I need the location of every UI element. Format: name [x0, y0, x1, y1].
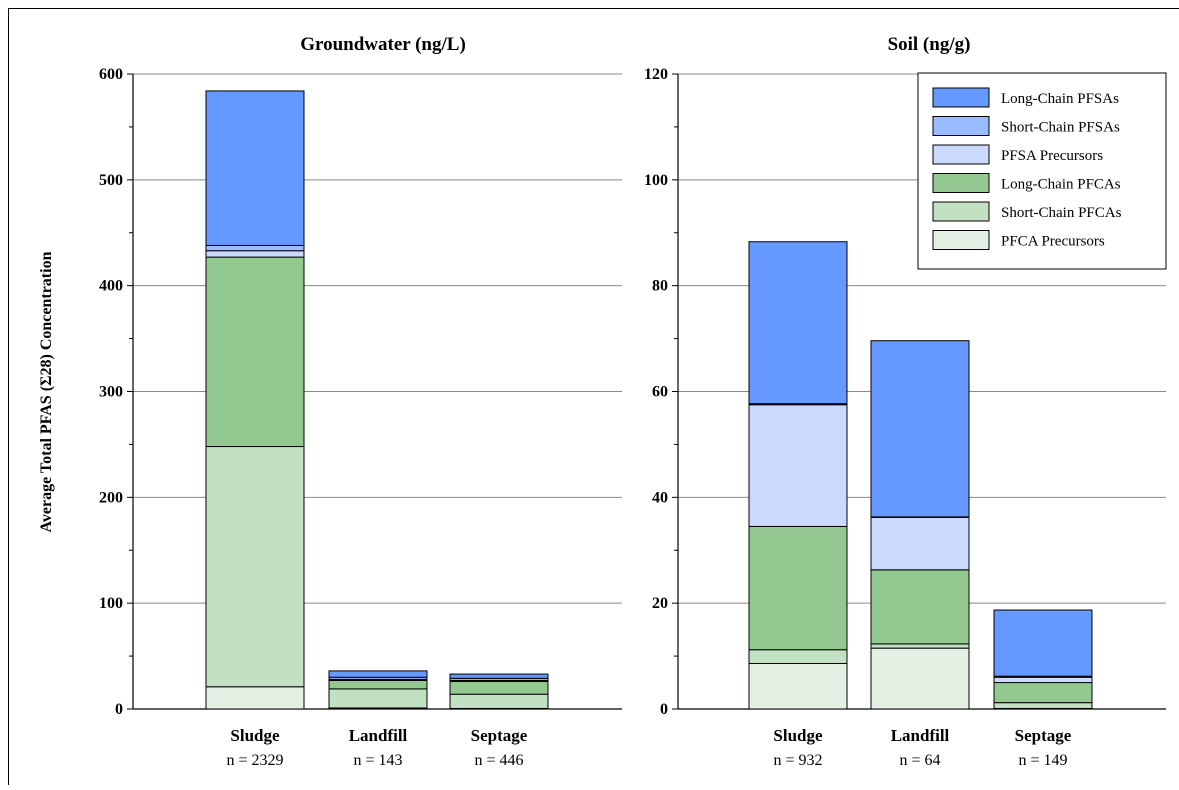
legend-label: Short-Chain PFSAs [1001, 120, 1120, 136]
bar-segment-pfsa-precursors [993, 676, 1093, 684]
y-tick-label: 500 [99, 172, 123, 189]
bar-segment-pfca-precursors [870, 647, 970, 710]
category-label: Landfill [891, 726, 950, 745]
bar-segment-long-chain-pfcas [993, 682, 1093, 704]
bar-segment-long-chain-pfsas [870, 340, 970, 518]
bar-segment-pfsa-precursors [748, 404, 848, 527]
y-tick-label: 20 [652, 595, 668, 612]
y-tick-label: 80 [652, 278, 668, 295]
bar-segment-long-chain-pfsas [328, 670, 428, 678]
sample-size-label: n = 2329 [226, 752, 283, 769]
legend-swatch-short-chain-pfsas [932, 116, 990, 136]
legend-label: PFCA Precursors [1001, 234, 1105, 250]
sample-size-label: n = 64 [899, 752, 940, 769]
bar-segment-long-chain-pfcas [328, 679, 428, 690]
legend-swatch-long-chain-pfsas [932, 87, 990, 108]
category-label: Septage [471, 726, 528, 745]
legend-label: Short-Chain PFCAs [1001, 205, 1122, 221]
panel-title: Groundwater (ng/L) [300, 34, 466, 55]
bar-segment-long-chain-pfsas [748, 241, 848, 405]
panel-title: Soil (ng/g) [888, 34, 971, 55]
bar-segment-short-chain-pfsas [205, 244, 305, 252]
bar-segment-short-chain-pfcas [328, 688, 428, 709]
bar-segment-short-chain-pfcas [205, 446, 305, 688]
bar-segment-long-chain-pfcas [870, 569, 970, 645]
bar-segment-long-chain-pfcas [205, 256, 305, 448]
figure-frame-left [8, 8, 9, 785]
soil-panel: Soil (ng/g) 0 20 40 60 80 100 120 Sludge n = 932… [644, 34, 1166, 769]
legend-swatch-long-chain-pfcas [932, 173, 990, 193]
legend: Long-Chain PFSAs Short-Chain PFSAs PFSA Pr… [917, 72, 1167, 270]
bar-segment-pfsa-precursors [870, 516, 970, 571]
bar-segment-short-chain-pfcas [993, 702, 1093, 709]
legend-label: Long-Chain PFSAs [1001, 91, 1119, 107]
y-tick-label: 0 [660, 701, 668, 718]
legend-swatch-pfsa-precursors [932, 144, 990, 165]
groundwater-panel: Groundwater (ng/L) 0 100 200 300 400 500 600 Sl… [99, 34, 622, 769]
y-tick-label: 120 [644, 66, 668, 83]
bar-segment-short-chain-pfcas [449, 693, 549, 709]
category-label: Sludge [230, 726, 280, 745]
sample-size-label: n = 143 [353, 752, 402, 769]
bar-segment-long-chain-pfsas [205, 90, 305, 246]
bar-segment-short-chain-pfcas [748, 649, 848, 664]
y-tick-label: 300 [99, 384, 123, 401]
y-tick-label: 200 [99, 489, 123, 506]
y-tick-label: 0 [115, 701, 123, 718]
bar-segment-short-chain-pfcas [870, 643, 970, 649]
bar-segment-pfca-precursors [748, 662, 848, 710]
bar-segment-long-chain-pfsas [449, 673, 549, 679]
legend-label: PFSA Precursors [1001, 148, 1103, 164]
category-label: Septage [1015, 726, 1072, 745]
legend-label: Long-Chain PFCAs [1001, 177, 1121, 193]
bar-segment-long-chain-pfcas [449, 680, 549, 695]
sample-size-label: n = 149 [1018, 752, 1067, 769]
legend-swatch-pfca-precursors [932, 230, 990, 250]
bar-segment-pfca-precursors [205, 686, 305, 710]
legend-swatch-short-chain-pfcas [932, 201, 990, 222]
y-tick-label: 100 [644, 172, 668, 189]
figure-frame-top [8, 8, 1179, 9]
bar-segment-pfsa-precursors [205, 250, 305, 258]
category-label: Landfill [349, 726, 408, 745]
y-tick-label: 40 [652, 489, 668, 506]
category-label: Sludge [773, 726, 823, 745]
y-tick-label: 400 [99, 278, 123, 295]
sample-size-label: n = 932 [773, 752, 822, 769]
bar-segment-long-chain-pfcas [748, 525, 848, 651]
y-axis-label: Average Total PFAS (Σ28) Concentration [38, 251, 55, 532]
sample-size-label: n = 446 [474, 752, 523, 769]
bar-segment-long-chain-pfsas [993, 609, 1093, 677]
y-tick-label: 600 [99, 66, 123, 83]
y-tick-label: 60 [652, 384, 668, 401]
y-tick-label: 100 [99, 595, 123, 612]
